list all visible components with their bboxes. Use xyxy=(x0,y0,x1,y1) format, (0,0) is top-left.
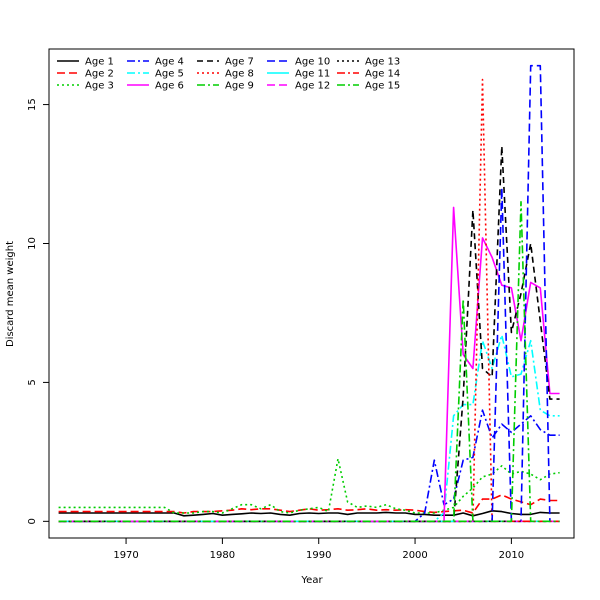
y-tick-label: 15 xyxy=(27,98,38,111)
series-line-age-7 xyxy=(58,145,560,523)
x-tick-label: 2000 xyxy=(402,550,427,561)
legend-label: Age 12 xyxy=(295,81,330,92)
y-axis-label: Discard mean weight xyxy=(5,241,16,347)
series-line-age-3 xyxy=(58,457,560,514)
legend-label: Age 2 xyxy=(85,69,114,80)
legend-label: Age 9 xyxy=(225,81,254,92)
y-tick-label: 5 xyxy=(27,379,38,385)
y-axis: 0 5 10 15 xyxy=(27,98,49,525)
x-axis-label: Year xyxy=(300,575,323,586)
legend-label: Age 6 xyxy=(155,81,184,92)
x-tick-label: 1970 xyxy=(113,550,138,561)
legend-label: Age 15 xyxy=(365,81,400,92)
x-tick-label: 1990 xyxy=(306,550,331,561)
legend-label: Age 13 xyxy=(365,57,400,68)
x-axis: 1970 1980 1990 2000 2010 xyxy=(113,538,524,561)
series-line-age-5 xyxy=(58,334,560,523)
legend-label: Age 5 xyxy=(155,69,184,80)
series-line-age-1 xyxy=(58,509,560,517)
legend-label: Age 10 xyxy=(295,57,330,68)
legend-label: Age 14 xyxy=(365,69,400,80)
y-tick-label: 0 xyxy=(27,518,38,524)
plot-frame xyxy=(48,48,575,539)
legend-label: Age 8 xyxy=(225,69,254,80)
y-tick-label: 10 xyxy=(27,237,38,250)
series-line-age-15 xyxy=(58,201,560,523)
series-layer xyxy=(58,64,560,523)
legend-label: Age 1 xyxy=(85,57,114,68)
legend-label: Age 7 xyxy=(225,57,254,68)
x-tick-label: 2010 xyxy=(499,550,524,561)
x-tick-label: 1980 xyxy=(210,550,235,561)
legend-label: Age 4 xyxy=(155,57,184,68)
legend-label: Age 11 xyxy=(295,69,330,80)
legend-label: Age 3 xyxy=(85,81,114,92)
series-line-age-4 xyxy=(58,409,560,523)
